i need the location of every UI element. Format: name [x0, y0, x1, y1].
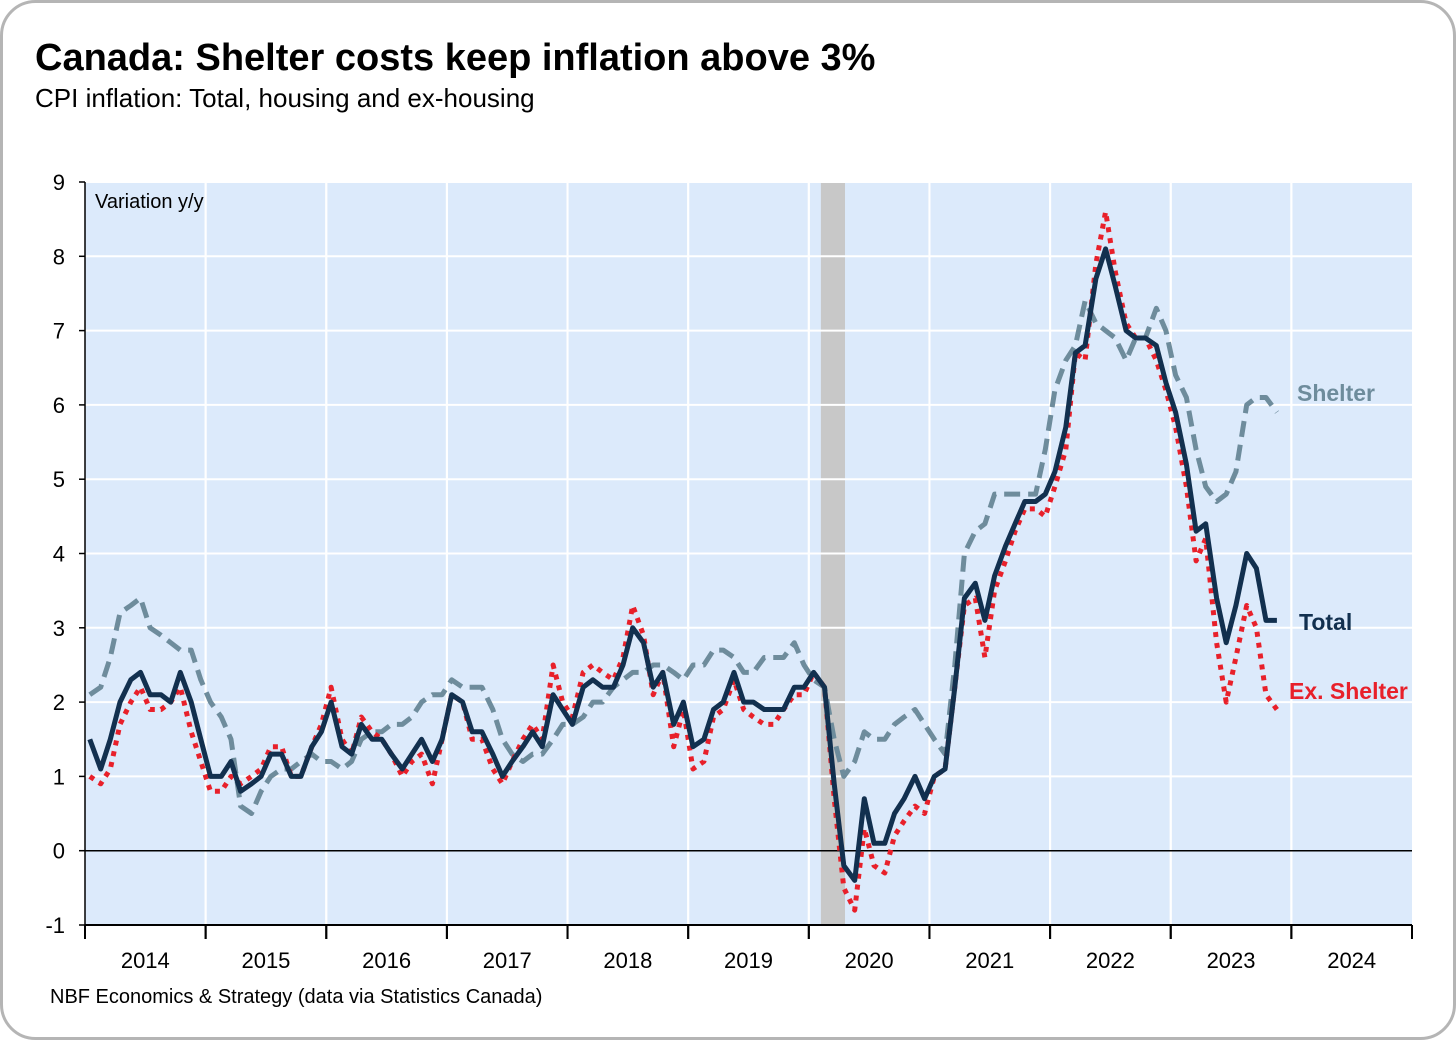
x-tick-label: 2017: [483, 948, 532, 973]
x-tick-label: 2020: [845, 948, 894, 973]
x-tick-label: 2024: [1327, 948, 1376, 973]
x-tick-label: 2015: [241, 948, 290, 973]
chart-title: Canada: Shelter costs keep inflation abo…: [35, 37, 875, 79]
x-tick-label: 2014: [121, 948, 170, 973]
y-tick-label: 9: [53, 170, 65, 195]
series-line: [88, 209, 1279, 913]
x-tick-label: 2016: [362, 948, 411, 973]
y-tick-label: 7: [53, 319, 65, 344]
y-tick-label: 1: [53, 764, 65, 789]
y-axis-label: Variation y/y: [95, 191, 204, 213]
source-note: NBF Economics & Strategy (data via Stati…: [50, 986, 542, 1008]
y-tick-label: 3: [53, 616, 65, 641]
y-tick-label: 4: [53, 542, 65, 567]
x-tick-label: 2018: [603, 948, 652, 973]
y-tick-label: 2: [53, 690, 65, 715]
y-tick-label: 5: [53, 467, 65, 492]
series-line: [87, 246, 1277, 883]
x-tick-label: 2019: [724, 948, 773, 973]
series-label: Shelter: [1297, 380, 1375, 406]
y-tick-label: 0: [53, 839, 65, 864]
x-tick-label: 2021: [965, 948, 1014, 973]
series-label: Ex. Shelter: [1289, 678, 1408, 704]
x-tick-label: 2023: [1207, 948, 1256, 973]
chart-subtitle: CPI inflation: Total, housing and ex-hou…: [35, 83, 535, 113]
y-tick-label: -1: [45, 913, 65, 938]
y-tick-label: 6: [53, 393, 65, 418]
y-tick-label: 8: [53, 244, 65, 269]
x-tick-label: 2022: [1086, 948, 1135, 973]
series-label: Total: [1299, 609, 1352, 635]
